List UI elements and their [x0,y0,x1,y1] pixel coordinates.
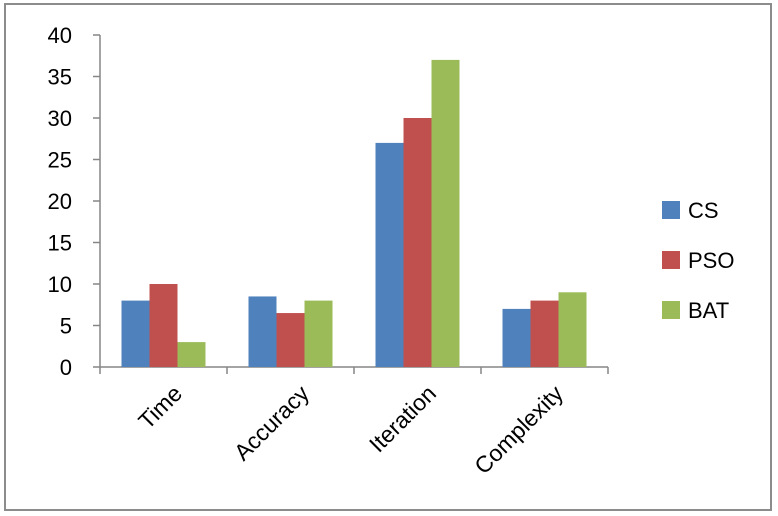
y-tick-label: 10 [48,272,72,297]
y-tick-label: 5 [60,314,72,339]
bar-cs-iteration [375,142,404,367]
legend-swatch [662,201,680,219]
y-tick-label: 40 [48,23,72,48]
x-category-labels: Time Accuracy Iteration Complexity [133,380,568,479]
y-tick-label: 25 [48,148,72,173]
legend-swatch [662,251,680,269]
legend: CS PSO BAT [662,198,734,323]
bar-bat-time [177,342,206,367]
bar-pso-accuracy [276,313,305,367]
x-category-label: Iteration [364,380,441,457]
legend-label: PSO [688,248,734,273]
y-tick-label: 20 [48,189,72,214]
y-tick-label: 0 [60,355,72,380]
bar-cs-accuracy [248,296,277,367]
bar-cs-time [121,300,150,367]
bar-bat-complexity [558,292,587,367]
bar-cs-complexity [502,308,531,367]
y-tick-label: 15 [48,231,72,256]
x-category-label: Complexity [469,380,568,479]
legend-swatch [662,301,680,319]
y-tick-labels: 0 5 10 15 20 25 30 35 40 [48,23,72,380]
y-tick-label: 30 [48,106,72,131]
y-tick-label: 35 [48,65,72,90]
legend-label: CS [688,198,719,223]
x-category-label: Time [133,380,187,434]
x-category-label: Accuracy [229,380,315,466]
bar-pso-complexity [530,300,559,367]
bar-bat-iteration [431,59,460,368]
bar-bat-accuracy [304,300,333,367]
legend-label: BAT [688,298,729,323]
bar-pso-iteration [403,118,432,367]
bars [121,59,587,368]
bar-pso-time [149,284,178,367]
